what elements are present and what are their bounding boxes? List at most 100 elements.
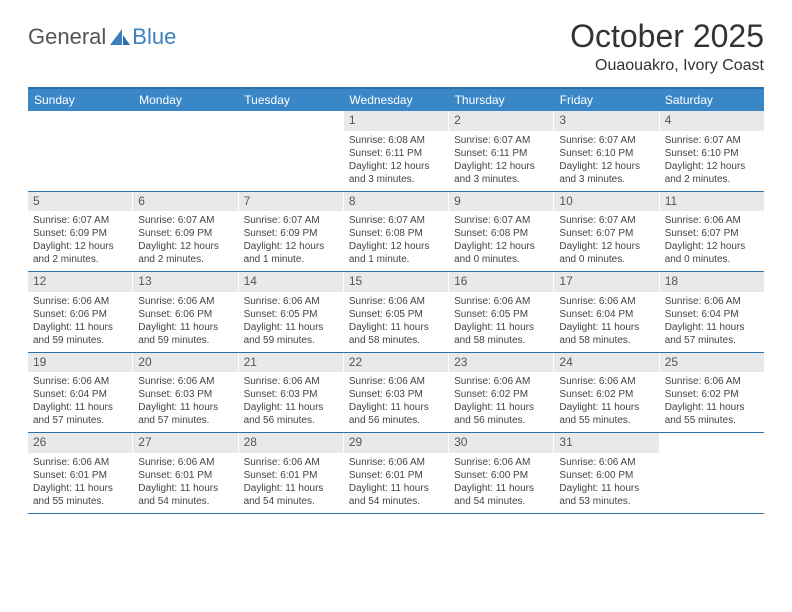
daylight-text: Daylight: 11 hours and 56 minutes. [244, 401, 338, 427]
sunrise-text: Sunrise: 6:06 AM [665, 375, 759, 388]
sunrise-text: Sunrise: 6:06 AM [349, 375, 443, 388]
day-cell: 6Sunrise: 6:07 AMSunset: 6:09 PMDaylight… [133, 192, 238, 272]
daylight-text: Daylight: 12 hours and 1 minute. [349, 240, 443, 266]
day-body: Sunrise: 6:07 AMSunset: 6:08 PMDaylight:… [449, 211, 553, 271]
daylight-text: Daylight: 11 hours and 55 minutes. [33, 482, 127, 508]
location: Ouaouakro, Ivory Coast [570, 57, 764, 75]
day-number: 26 [28, 433, 132, 453]
day-cell: 2 Sunrise: 6:07 AMSunset: 6:11 PMDaylight… [449, 111, 554, 191]
weekday-name: Friday [554, 89, 659, 111]
sunset-text: Sunset: 6:04 PM [33, 388, 127, 401]
day-body: Sunrise: 6:08 AMSunset: 6:11 PMDaylight:… [344, 131, 448, 191]
sunrise-text: Sunrise: 6:06 AM [559, 295, 653, 308]
day-number: 8 [344, 192, 448, 212]
day-body: Sunrise: 6:06 AMSunset: 6:06 PMDaylight:… [133, 292, 237, 352]
sunset-text: Sunset: 6:11 PM [454, 147, 548, 160]
day-cell: 22Sunrise: 6:06 AMSunset: 6:03 PMDayligh… [344, 353, 449, 433]
sunset-text: Sunset: 6:04 PM [665, 308, 759, 321]
weekday-name: Wednesday [343, 89, 448, 111]
day-body: Sunrise: 6:06 AMSunset: 6:01 PMDaylight:… [239, 453, 343, 513]
daylight-text: Daylight: 11 hours and 54 minutes. [349, 482, 443, 508]
sunset-text: Sunset: 6:06 PM [138, 308, 232, 321]
day-body: Sunrise: 6:06 AMSunset: 6:05 PMDaylight:… [239, 292, 343, 352]
day-body: Sunrise: 6:06 AMSunset: 6:05 PMDaylight:… [449, 292, 553, 352]
daylight-text: Daylight: 12 hours and 2 minutes. [665, 160, 759, 186]
sunrise-text: Sunrise: 6:07 AM [454, 134, 548, 147]
sunrise-text: Sunrise: 6:07 AM [559, 134, 653, 147]
sunrise-text: Sunrise: 6:07 AM [665, 134, 759, 147]
day-body: Sunrise: 6:06 AMSunset: 6:02 PMDaylight:… [554, 372, 658, 432]
sunset-text: Sunset: 6:01 PM [138, 469, 232, 482]
day-cell: 29Sunrise: 6:06 AMSunset: 6:01 PMDayligh… [344, 433, 449, 513]
day-body: Sunrise: 6:06 AMSunset: 6:07 PMDaylight:… [660, 211, 764, 271]
daylight-text: Daylight: 11 hours and 53 minutes. [559, 482, 653, 508]
day-number: 27 [133, 433, 237, 453]
day-body: Sunrise: 6:07 AMSunset: 6:09 PMDaylight:… [239, 211, 343, 271]
sunrise-text: Sunrise: 6:06 AM [559, 456, 653, 469]
sunset-text: Sunset: 6:00 PM [454, 469, 548, 482]
daylight-text: Daylight: 12 hours and 0 minutes. [665, 240, 759, 266]
sunrise-text: Sunrise: 6:06 AM [349, 456, 443, 469]
sunrise-text: Sunrise: 6:07 AM [454, 214, 548, 227]
daylight-text: Daylight: 12 hours and 0 minutes. [559, 240, 653, 266]
sunset-text: Sunset: 6:05 PM [454, 308, 548, 321]
daylight-text: Daylight: 11 hours and 57 minutes. [665, 321, 759, 347]
sunset-text: Sunset: 6:09 PM [138, 227, 232, 240]
daylight-text: Daylight: 12 hours and 0 minutes. [454, 240, 548, 266]
day-cell: 25Sunrise: 6:06 AMSunset: 6:02 PMDayligh… [660, 353, 764, 433]
sunrise-text: Sunrise: 6:08 AM [349, 134, 443, 147]
day-cell [239, 111, 344, 191]
daylight-text: Daylight: 12 hours and 3 minutes. [454, 160, 548, 186]
daylight-text: Daylight: 11 hours and 57 minutes. [33, 401, 127, 427]
sunrise-text: Sunrise: 6:07 AM [244, 214, 338, 227]
day-body: Sunrise: 6:06 AMSunset: 6:02 PMDaylight:… [660, 372, 764, 432]
day-body: Sunrise: 6:07 AMSunset: 6:09 PMDaylight:… [28, 211, 132, 271]
day-number: 2 [449, 111, 553, 131]
week-row: 12Sunrise: 6:06 AMSunset: 6:06 PMDayligh… [28, 272, 764, 353]
daylight-text: Daylight: 11 hours and 59 minutes. [138, 321, 232, 347]
day-number: 18 [660, 272, 764, 292]
day-cell: 23Sunrise: 6:06 AMSunset: 6:02 PMDayligh… [449, 353, 554, 433]
sunrise-text: Sunrise: 6:06 AM [244, 456, 338, 469]
day-number: 24 [554, 353, 658, 373]
sunrise-text: Sunrise: 6:07 AM [138, 214, 232, 227]
sunset-text: Sunset: 6:02 PM [665, 388, 759, 401]
daylight-text: Daylight: 11 hours and 58 minutes. [559, 321, 653, 347]
daylight-text: Daylight: 11 hours and 59 minutes. [244, 321, 338, 347]
day-body: Sunrise: 6:06 AMSunset: 6:06 PMDaylight:… [28, 292, 132, 352]
day-cell: 5Sunrise: 6:07 AMSunset: 6:09 PMDaylight… [28, 192, 133, 272]
calendar-page: General Blue October 2025 Ouaouakro, Ivo… [0, 0, 792, 532]
sunset-text: Sunset: 6:09 PM [244, 227, 338, 240]
sunset-text: Sunset: 6:03 PM [244, 388, 338, 401]
day-number: 17 [554, 272, 658, 292]
day-number: 7 [239, 192, 343, 212]
sunrise-text: Sunrise: 6:07 AM [349, 214, 443, 227]
sunrise-text: Sunrise: 6:06 AM [33, 295, 127, 308]
day-cell: 17Sunrise: 6:06 AMSunset: 6:04 PMDayligh… [554, 272, 659, 352]
sunrise-text: Sunrise: 6:06 AM [454, 375, 548, 388]
weekday-name: Thursday [449, 89, 554, 111]
day-number: 9 [449, 192, 553, 212]
day-cell: 30Sunrise: 6:06 AMSunset: 6:00 PMDayligh… [449, 433, 554, 513]
sunset-text: Sunset: 6:10 PM [665, 147, 759, 160]
logo: General Blue [28, 24, 176, 50]
daylight-text: Daylight: 12 hours and 1 minute. [244, 240, 338, 266]
weekday-name: Saturday [659, 89, 764, 111]
day-cell [28, 111, 133, 191]
day-number: 4 [660, 111, 764, 131]
day-number: 15 [344, 272, 448, 292]
day-body: Sunrise: 6:06 AMSunset: 6:04 PMDaylight:… [554, 292, 658, 352]
day-cell: 14Sunrise: 6:06 AMSunset: 6:05 PMDayligh… [239, 272, 344, 352]
day-cell: 7Sunrise: 6:07 AMSunset: 6:09 PMDaylight… [239, 192, 344, 272]
day-body: Sunrise: 6:06 AMSunset: 6:04 PMDaylight:… [660, 292, 764, 352]
day-number: 13 [133, 272, 237, 292]
day-body: Sunrise: 6:06 AMSunset: 6:04 PMDaylight:… [28, 372, 132, 432]
daylight-text: Daylight: 11 hours and 58 minutes. [349, 321, 443, 347]
day-body: Sunrise: 6:06 AMSunset: 6:00 PMDaylight:… [449, 453, 553, 513]
day-cell: 15Sunrise: 6:06 AMSunset: 6:05 PMDayligh… [344, 272, 449, 352]
sunrise-text: Sunrise: 6:06 AM [244, 375, 338, 388]
day-number: 12 [28, 272, 132, 292]
sunrise-text: Sunrise: 6:06 AM [138, 456, 232, 469]
sunset-text: Sunset: 6:08 PM [349, 227, 443, 240]
day-cell: 21Sunrise: 6:06 AMSunset: 6:03 PMDayligh… [239, 353, 344, 433]
